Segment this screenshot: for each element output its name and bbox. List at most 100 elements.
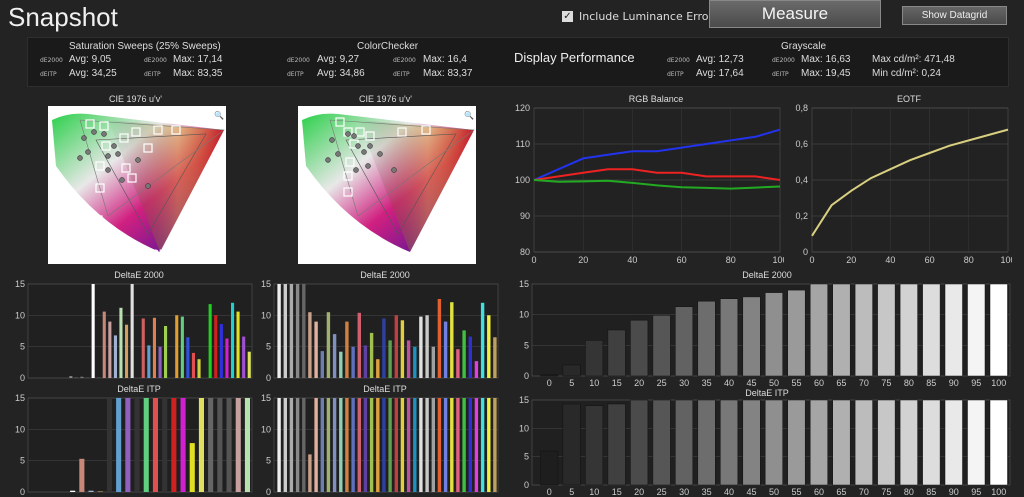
deitp-colorchecker-chart: 0 5 10 15 xyxy=(261,394,499,496)
bar xyxy=(363,398,368,492)
series-line-1 xyxy=(533,168,781,181)
x-tick-label: 0 xyxy=(547,487,552,497)
saturation-sweeps-title: Saturation Sweeps (25% Sweeps) xyxy=(69,41,221,52)
bar xyxy=(97,377,101,378)
bar xyxy=(308,454,312,492)
x-tick-label: 80 xyxy=(726,255,736,265)
bar xyxy=(345,398,349,492)
bar xyxy=(697,300,716,377)
bar xyxy=(854,399,873,486)
bar xyxy=(162,398,168,492)
de2000-sat-title: DeltaE 2000 xyxy=(114,270,164,280)
deitp-saturation-chart: 0 5 10 15 xyxy=(15,394,253,496)
bar xyxy=(217,398,223,492)
colorchecker-avg-deitp: Avg: 34,86 xyxy=(317,68,365,79)
y-tick-label: 5 xyxy=(524,340,529,350)
bar xyxy=(388,340,392,378)
bar xyxy=(487,315,491,378)
bar xyxy=(437,299,442,378)
bar xyxy=(102,311,106,378)
bar xyxy=(394,315,398,378)
include-luminance-error-checkbox[interactable]: ✓ Include Luminance Error xyxy=(562,10,713,23)
bar xyxy=(652,315,671,377)
bar xyxy=(80,376,84,378)
bar xyxy=(462,330,466,378)
deitp-label: dEITP xyxy=(772,71,789,78)
bar xyxy=(219,324,223,378)
bar xyxy=(456,349,460,378)
y-tick-label: 15 xyxy=(261,280,271,289)
bar xyxy=(877,399,896,486)
de2000-label: dE2000 xyxy=(772,57,795,64)
zoom-icon: 🔍 xyxy=(464,110,474,120)
x-tick-label: 55 xyxy=(791,378,801,388)
y-tick-label: 15 xyxy=(15,280,25,289)
x-tick-label: 30 xyxy=(679,378,689,388)
x-tick-label: 90 xyxy=(949,487,959,497)
bar xyxy=(720,399,739,486)
x-tick-label: 65 xyxy=(836,378,846,388)
bar xyxy=(152,398,158,492)
y-tick-label: 10 xyxy=(261,424,271,434)
y-tick-label: 10 xyxy=(519,310,529,320)
y-tick-label: 0,8 xyxy=(795,104,808,113)
bar xyxy=(922,283,941,377)
zoom-icon: 🔍 xyxy=(214,110,224,120)
bar xyxy=(242,336,246,378)
y-tick-label: 0 xyxy=(524,480,529,490)
x-tick-label: 10 xyxy=(589,487,599,497)
bar xyxy=(630,399,649,486)
colorchecker-avg-de2000: Avg: 9,27 xyxy=(317,54,360,65)
measure-button[interactable]: Measure xyxy=(709,0,881,28)
checkmark-icon: ✓ xyxy=(562,11,573,22)
deitp-label: dEITP xyxy=(393,71,410,78)
bar xyxy=(332,334,337,378)
y-tick-label: 90 xyxy=(520,211,530,221)
bar xyxy=(189,443,195,492)
bar xyxy=(226,398,232,492)
show-datagrid-button[interactable]: Show Datagrid xyxy=(902,6,1007,25)
bar xyxy=(462,398,466,492)
bar xyxy=(208,304,212,378)
bar xyxy=(480,398,485,492)
bar xyxy=(326,398,331,492)
bar xyxy=(308,312,312,378)
de2000-saturation-chart: 0 5 10 15 xyxy=(15,280,253,382)
include-luminance-error-label: Include Luminance Error xyxy=(579,10,714,23)
y-tick-label: 0,4 xyxy=(795,175,808,185)
bar xyxy=(877,283,896,377)
y-tick-label: 0,2 xyxy=(795,211,808,221)
bar xyxy=(450,302,454,378)
bar xyxy=(125,398,131,492)
deitp-cc-title: DeltaE ITP xyxy=(363,384,407,394)
coverage-text: Coverage rec.709/sRGB: 181 % xy xyxy=(66,248,208,258)
deitp-label: dEITP xyxy=(667,71,684,78)
saturation-avg-de2000: Avg: 9,05 xyxy=(69,54,112,65)
y-tick-label: 80 xyxy=(520,247,530,257)
bar xyxy=(186,337,190,378)
rgb-balance-title: RGB Balance xyxy=(628,94,684,104)
bar xyxy=(899,283,918,377)
colorchecker-max-deitp: Max: 83,37 xyxy=(423,68,473,79)
bar xyxy=(214,315,218,378)
bar xyxy=(86,377,90,378)
y-tick-label: 15 xyxy=(519,280,529,289)
x-tick-label: 100 xyxy=(1000,255,1012,265)
bar xyxy=(119,307,123,378)
bar xyxy=(450,398,454,492)
x-tick-label: 70 xyxy=(859,487,869,497)
bar xyxy=(764,399,783,486)
eotf-title: EOTF xyxy=(897,94,921,104)
bar xyxy=(487,398,491,492)
bar xyxy=(562,364,581,377)
bar xyxy=(295,284,300,378)
x-tick-label: 15 xyxy=(612,487,622,497)
y-tick-label: 100 xyxy=(515,175,530,185)
y-tick-label: 0 xyxy=(803,247,808,257)
y-tick-label: 5 xyxy=(20,456,25,466)
bar xyxy=(152,317,156,378)
y-tick-label: 0 xyxy=(266,487,271,496)
x-tick-label: 40 xyxy=(885,255,895,265)
y-tick-label: 5 xyxy=(524,452,529,462)
bar xyxy=(480,302,485,378)
